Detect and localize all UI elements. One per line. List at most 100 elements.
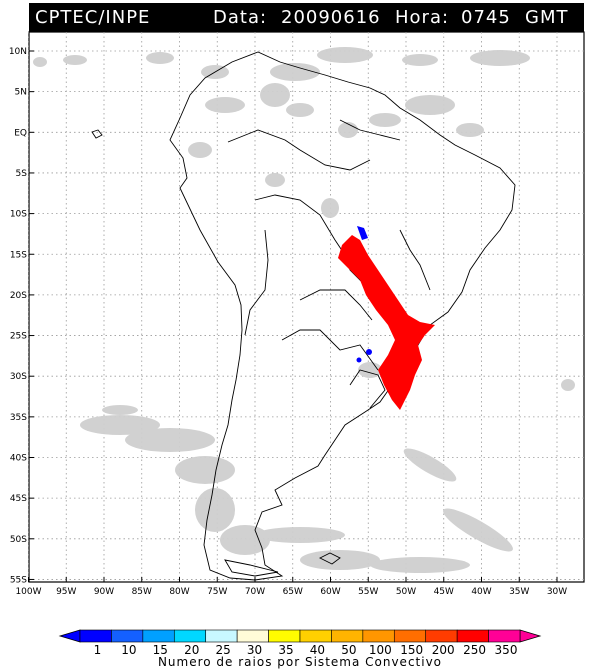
cloud-cover <box>33 47 575 573</box>
latitude-tick-label: 20S <box>10 291 27 301</box>
colorbar-swatch <box>79 629 112 643</box>
timezone-label: GMT <box>525 7 569 28</box>
lightning-system-low <box>357 226 368 240</box>
longitude-tick-label: 35W <box>509 587 529 597</box>
colorbar-label: 35 <box>278 643 293 657</box>
country-border <box>281 329 379 371</box>
longitude-tick-label: 80W <box>169 587 189 597</box>
colorbar-swatch <box>142 629 175 643</box>
cloud-patch <box>402 54 438 66</box>
longitude-tick-label: 40W <box>471 587 491 597</box>
cloud-patch <box>33 57 47 67</box>
longitude-tick-label: 55W <box>358 587 378 597</box>
map-frame <box>28 31 585 583</box>
colorbar-title: Numero de raios por Sistema Convectivo <box>158 655 442 669</box>
colorbar-label: 40 <box>310 643 325 657</box>
colorbar-swatch <box>299 629 332 643</box>
cloud-patch <box>195 488 235 532</box>
latitude-ticks: 10N 5N EQ 5S 10S 15S 20S 25S 30S 35S 40S 45S 50S 55S <box>9 47 34 585</box>
colorbar-swatch <box>111 629 144 643</box>
date-label: Data: <box>213 7 268 28</box>
colorbar-swatch <box>173 629 207 643</box>
latitude-tick-label: 10N <box>9 47 27 57</box>
falklands <box>318 552 341 565</box>
lightning-system-low <box>366 349 372 355</box>
colorbar-label: 1 <box>94 643 102 657</box>
latitude-tick-label: EQ <box>14 128 27 138</box>
longitude-tick-label: 45W <box>434 587 454 597</box>
colorbar-label: 250 <box>463 643 486 657</box>
colorbar-label: 200 <box>432 643 455 657</box>
cloud-patch <box>321 198 339 218</box>
colorbar-label: 10 <box>121 643 136 657</box>
date-value: 20090616 <box>281 7 381 28</box>
cloud-patch <box>456 123 484 137</box>
longitude-tick-label: 30W <box>547 587 567 597</box>
cloud-patch <box>403 448 457 482</box>
colorbar: 1 10 15 20 25 30 35 40 50 100 150 200 250 350 <box>58 629 542 657</box>
time-value: 0745 <box>461 7 511 28</box>
cloud-patch <box>561 379 575 391</box>
cloud-patch <box>317 47 373 63</box>
colorbar-label: 20 <box>184 643 199 657</box>
country-border <box>227 129 371 171</box>
lightning-system-low <box>356 357 362 363</box>
cloud-patch <box>63 55 87 65</box>
colorbar-left-arrow <box>58 629 81 643</box>
tierra-del-fuego <box>224 559 279 577</box>
colorbar-swatch <box>362 629 395 643</box>
cloud-patch <box>125 428 215 452</box>
lightning-system-high <box>338 235 435 410</box>
graticule <box>28 32 584 582</box>
cloud-patch <box>188 142 212 158</box>
country-border <box>399 229 431 291</box>
colorbar-swatch <box>425 629 458 643</box>
latitude-tick-label: 55S <box>10 575 27 585</box>
coastlines <box>91 51 516 581</box>
latitude-tick-label: 45S <box>10 494 27 504</box>
cloud-patch <box>369 113 401 127</box>
south-america-coast <box>169 51 516 581</box>
galapagos <box>91 129 103 139</box>
cloud-patch <box>300 550 380 570</box>
longitude-tick-label: 50W <box>396 587 416 597</box>
longitude-ticks: 100W 95W 90W 85W 80W 75W 70W 65W 60W 55W 50W 45W 40W… <box>15 577 567 597</box>
colorbar-swatch <box>331 629 364 643</box>
cloud-patch <box>255 527 345 543</box>
longitude-tick-label: 95W <box>56 587 76 597</box>
colorbar-swatch <box>488 629 521 643</box>
time-label: Hora: <box>395 7 450 28</box>
longitude-tick-label: 75W <box>207 587 227 597</box>
country-border <box>299 289 373 321</box>
country-border <box>339 119 401 141</box>
cloud-patch <box>146 52 174 64</box>
cloud-patch <box>175 456 235 484</box>
colorbar-label: 100 <box>369 643 392 657</box>
source-label: CPTEC/INPE <box>35 7 151 28</box>
colorbar-label: 350 <box>495 643 518 657</box>
cloud-patch <box>443 508 513 552</box>
cloud-patch <box>205 97 245 113</box>
colorbar-swatch <box>456 629 489 643</box>
colorbar-swatch <box>268 629 301 643</box>
cloud-patch <box>370 557 470 573</box>
cloud-patch <box>270 63 320 81</box>
cloud-patch <box>265 173 285 187</box>
colorbar-label: 15 <box>153 643 168 657</box>
colorbar-right-arrow <box>519 629 542 643</box>
colorbar-label: 25 <box>216 643 231 657</box>
cloud-patch <box>405 95 455 115</box>
latitude-tick-label: 35S <box>10 413 27 423</box>
longitude-tick-label: 60W <box>320 587 340 597</box>
colorbar-label: 50 <box>341 643 356 657</box>
latitude-tick-label: 5S <box>16 169 28 179</box>
cloud-patch <box>102 405 138 415</box>
cloud-patch <box>286 103 314 117</box>
longitude-tick-label: 70W <box>245 587 265 597</box>
lightning-systems <box>338 226 435 410</box>
cloud-patch <box>260 83 290 107</box>
latitude-tick-label: 5N <box>15 88 27 98</box>
colorbar-swatch <box>205 629 238 643</box>
colorbar-label: 30 <box>247 643 262 657</box>
